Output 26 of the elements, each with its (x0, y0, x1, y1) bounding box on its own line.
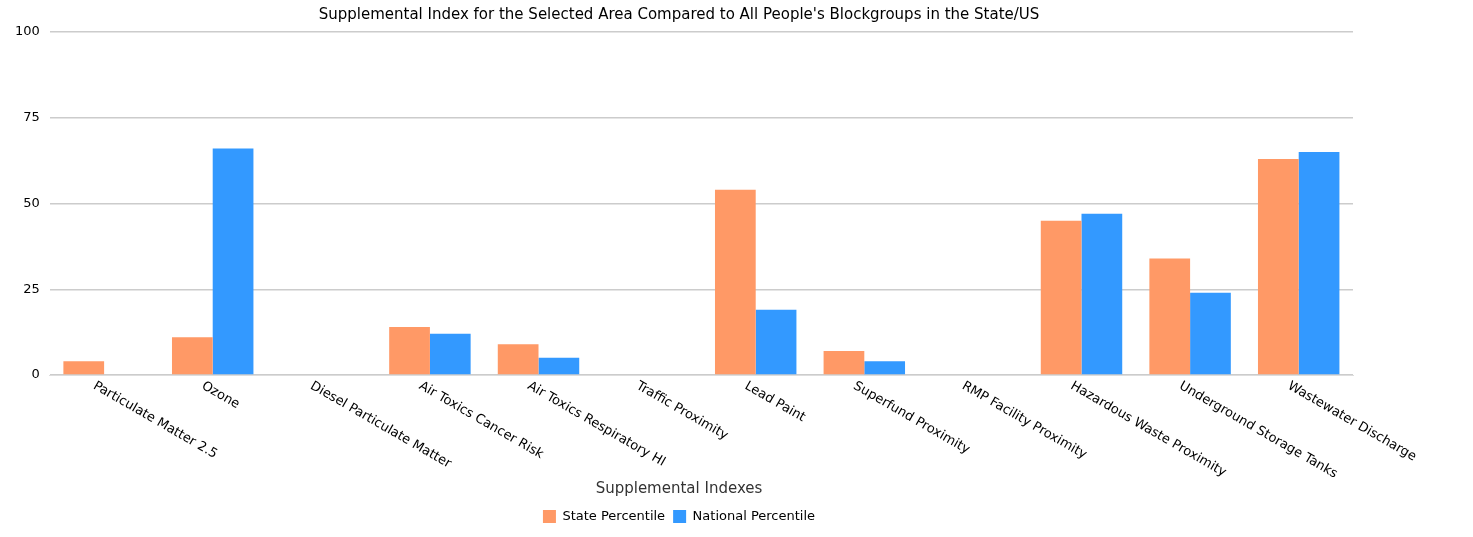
bar (1149, 258, 1191, 375)
y-tick-label: 25 (23, 280, 40, 296)
bar (823, 350, 865, 375)
y-tick-label: 50 (23, 194, 40, 210)
bar (497, 344, 539, 375)
bar (212, 148, 254, 375)
bar (171, 337, 213, 375)
bar (1040, 220, 1082, 375)
bar (538, 357, 580, 375)
bar (63, 361, 105, 375)
legend-label: National Percentile (692, 507, 816, 523)
legend-label: State Percentile (562, 507, 666, 523)
bar (389, 326, 430, 375)
bar (1081, 213, 1123, 375)
bar (714, 189, 756, 375)
bar (864, 361, 906, 375)
y-tick-label: 100 (14, 23, 40, 39)
y-tick-label: 75 (23, 109, 40, 125)
bar (429, 333, 471, 375)
bar (755, 309, 797, 375)
y-tick-label: 0 (31, 366, 40, 382)
bar (1257, 158, 1299, 375)
chart-title: Supplemental Index for the Selected Area Compared to All People's Blockgroups in the State/US (318, 4, 1040, 23)
bar (1190, 292, 1231, 375)
bar (1298, 152, 1340, 375)
legend-title: Supplemental Indexes (595, 479, 763, 498)
